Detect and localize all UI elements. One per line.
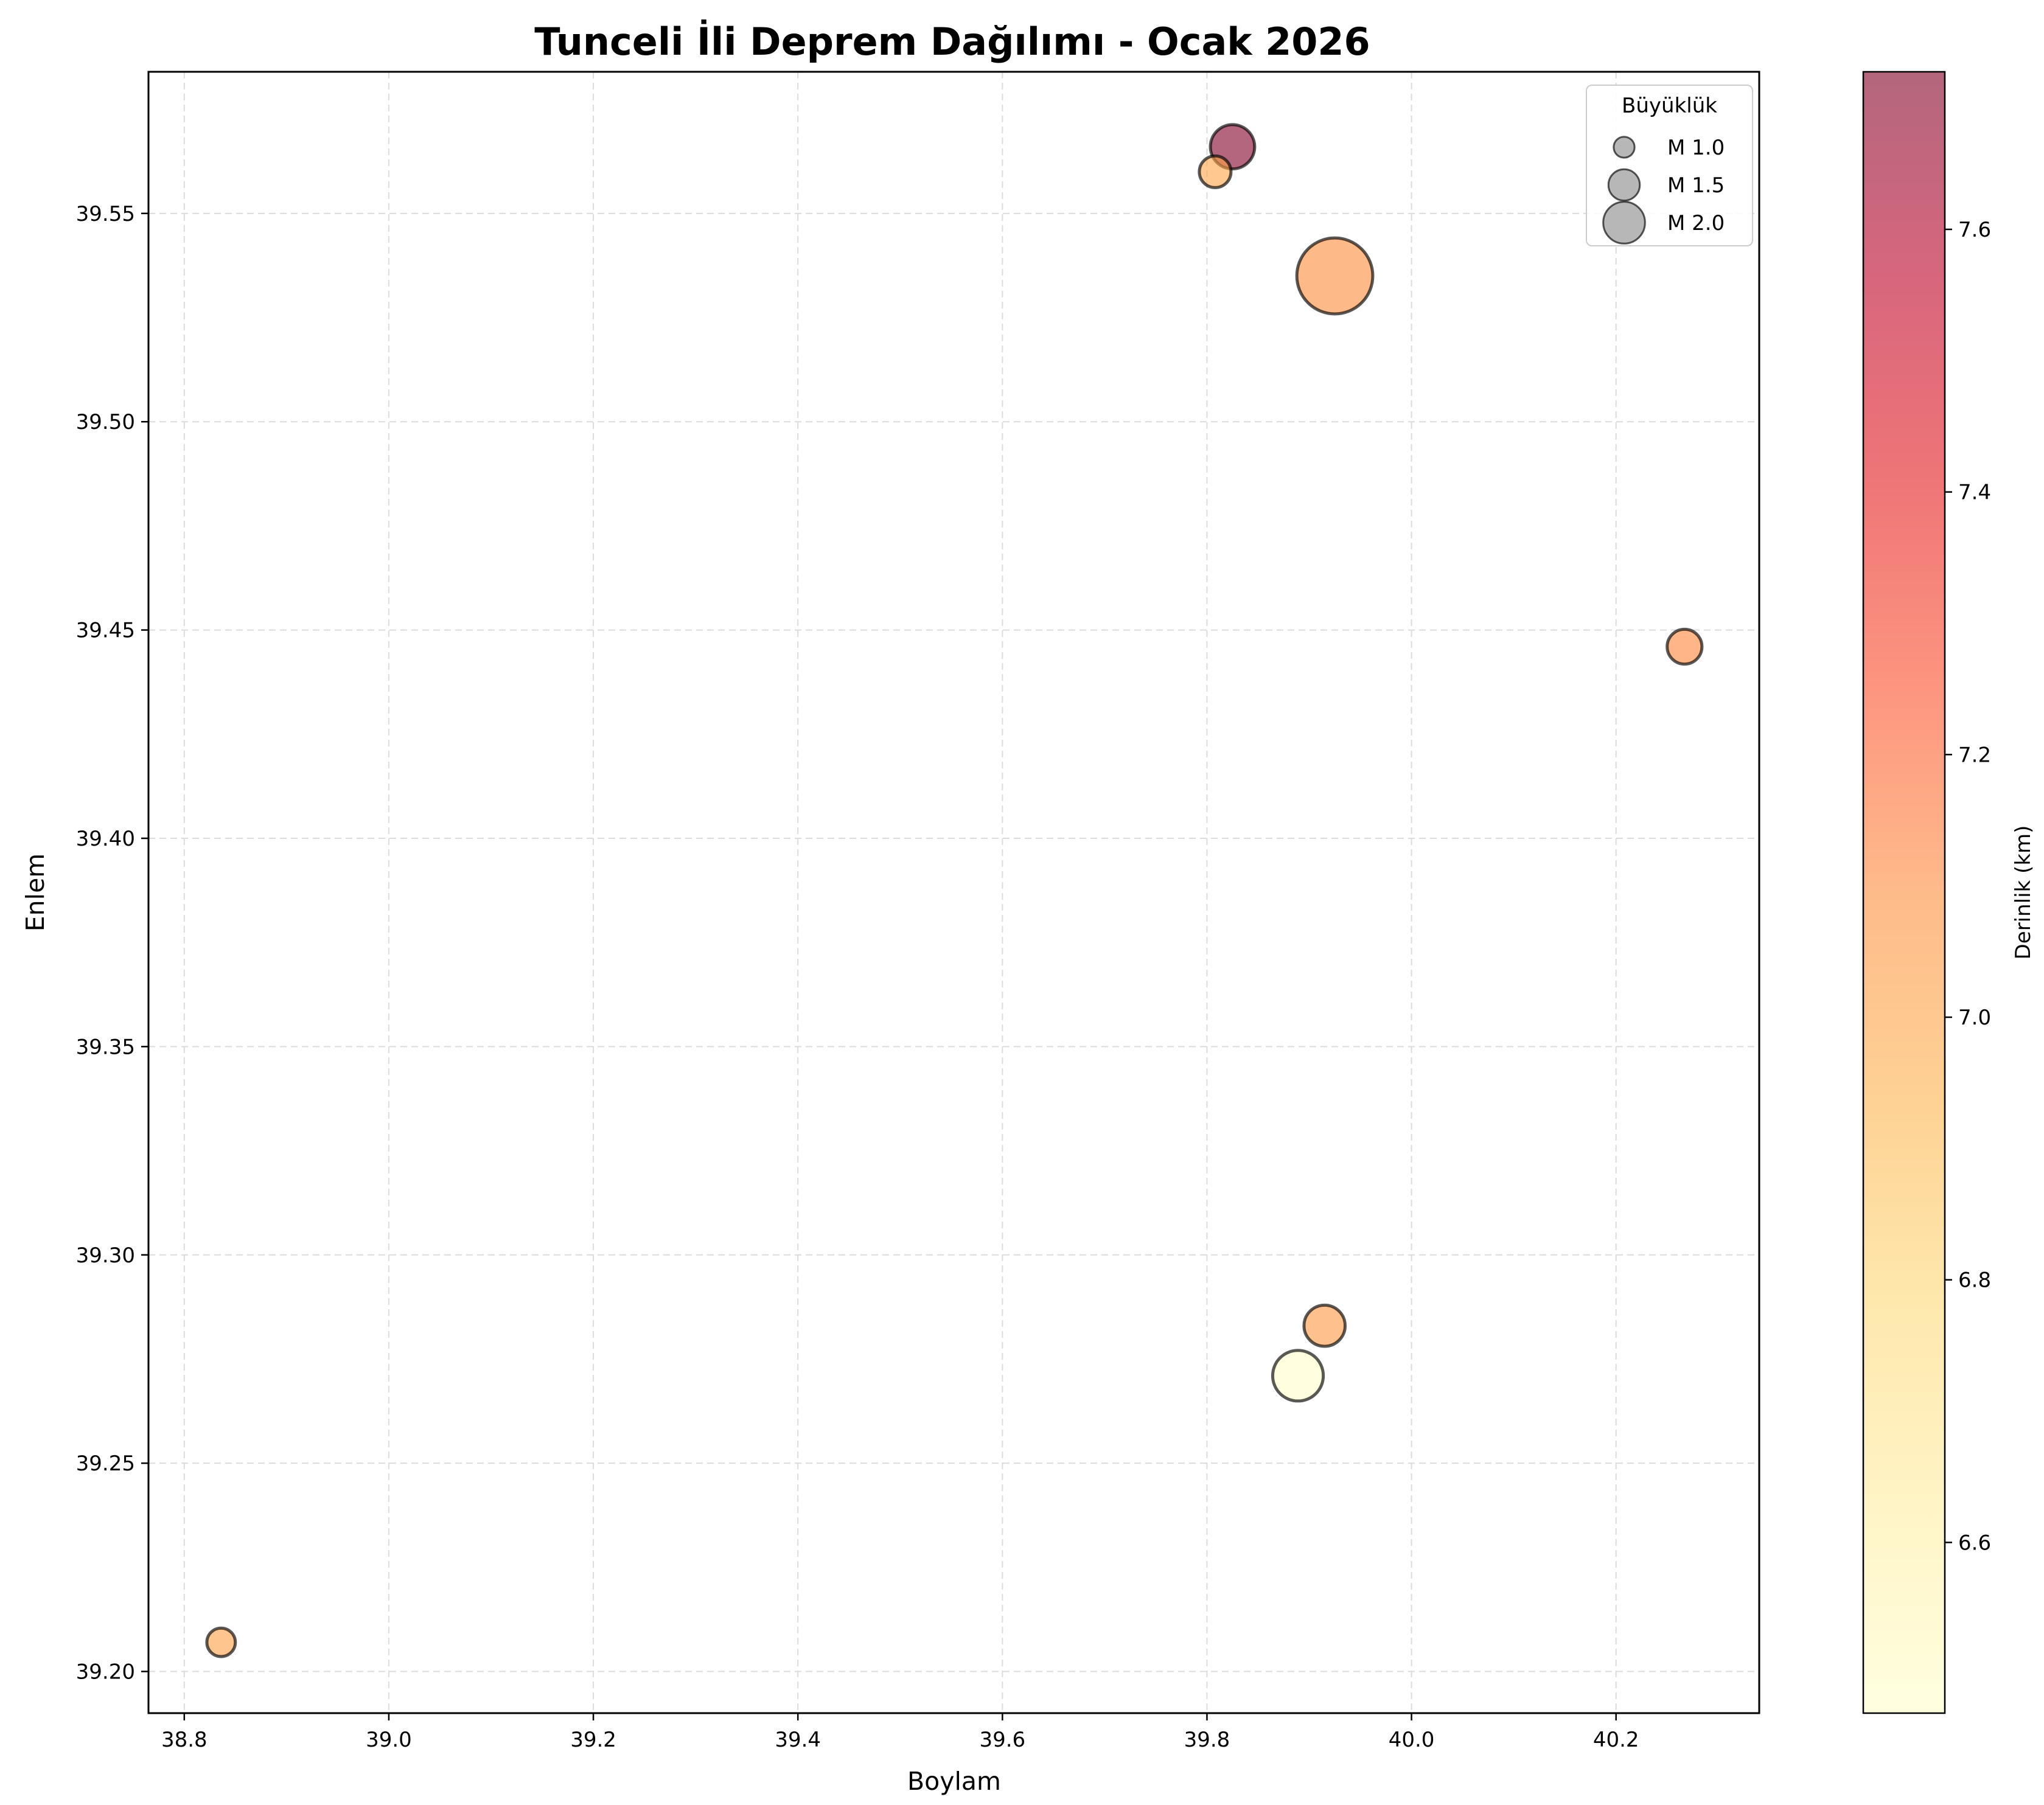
y-axis-ticks: 39.20 39.25 39.30 39.35 39.40 39.45 39.50 39.55 (76, 202, 148, 1685)
chart-title: Tunceli İli Deprem Dağılımı - Ocak 2026 (534, 19, 1370, 64)
x-tick-label: 40.2 (1593, 1728, 1639, 1752)
x-tick-label: 39.4 (775, 1728, 821, 1752)
x-axis-ticks: 38.8 39.0 39.2 39.4 39.6 39.8 40.0 40.2 (161, 1713, 1639, 1752)
colorbar-tick-label: 7.6 (1958, 218, 1991, 242)
earthquake-point-2 (1198, 154, 1233, 189)
colorbar-gradient (1862, 71, 1946, 1714)
colorbar-tick-label: 7.0 (1958, 1006, 1991, 1030)
x-axis-label: Boylam (907, 1767, 1001, 1796)
earthquake-point-4 (1666, 627, 1704, 666)
y-tick-label: 39.20 (76, 1660, 135, 1685)
legend-marker (1602, 201, 1646, 245)
legend-label: M 2.0 (1667, 211, 1725, 235)
y-axis-label: Enlem (21, 854, 50, 931)
x-tick-label: 39.8 (1184, 1728, 1230, 1752)
y-tick-label: 39.40 (76, 827, 135, 851)
colorbar-tick-label: 6.6 (1958, 1531, 1991, 1555)
y-tick-label: 39.55 (76, 202, 135, 226)
colorbar-tick-label: 7.4 (1958, 481, 1991, 505)
colorbar: 6.6 6.8 7.0 7.2 7.4 7.6 (1862, 71, 1991, 1714)
colorbar-tick-label: 7.2 (1958, 743, 1991, 767)
plot-area-frame (147, 71, 1760, 1714)
grid (148, 72, 1759, 1713)
legend-title: Büyüklük (1622, 94, 1717, 118)
y-tick-label: 39.25 (76, 1452, 135, 1476)
earthquake-point-3 (1295, 236, 1375, 316)
data-points (205, 123, 1704, 1658)
y-tick-label: 39.45 (76, 619, 135, 643)
x-tick-label: 39.2 (570, 1728, 616, 1752)
legend-label: M 1.5 (1667, 173, 1725, 198)
colorbar-label: Derinlik (km) (2011, 826, 2035, 960)
earthquake-point-7 (205, 1626, 237, 1658)
x-tick-label: 39.6 (979, 1728, 1025, 1752)
earthquake-point-6 (1271, 1349, 1325, 1403)
legend-marker (1607, 168, 1641, 202)
legend-marker (1613, 136, 1636, 159)
y-tick-label: 39.35 (76, 1035, 135, 1059)
legend: Büyüklük M 1.0 M 1.5 M 2.0 (1586, 85, 1753, 246)
x-tick-label: 40.0 (1389, 1728, 1435, 1752)
earthquake-point-5 (1302, 1303, 1347, 1348)
y-tick-label: 39.50 (76, 410, 135, 434)
x-tick-label: 38.8 (161, 1728, 208, 1752)
y-tick-label: 39.30 (76, 1243, 135, 1268)
x-tick-label: 39.0 (366, 1728, 412, 1752)
legend-label: M 1.0 (1667, 136, 1725, 160)
colorbar-tick-label: 6.8 (1958, 1268, 1991, 1293)
